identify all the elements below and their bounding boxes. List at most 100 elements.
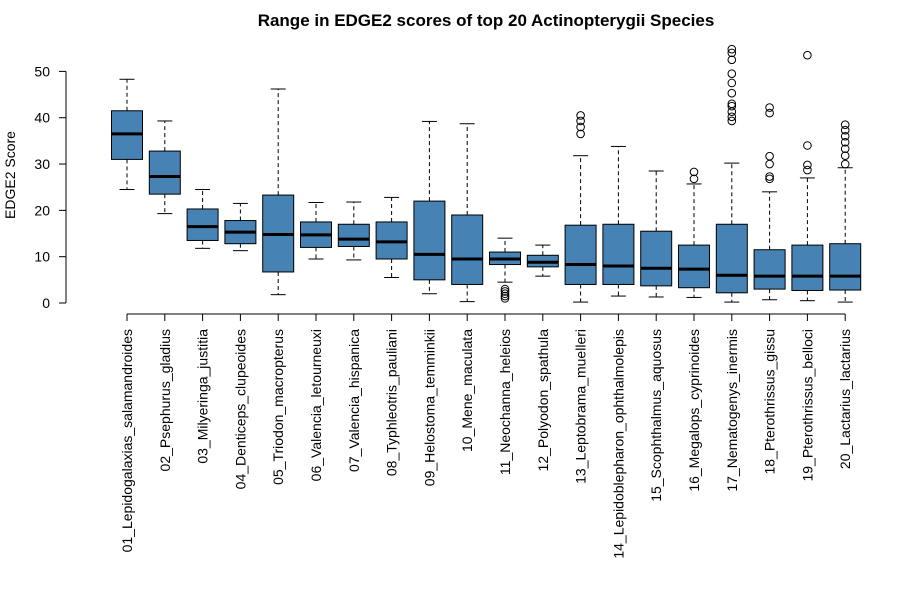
iqr-box [791, 244, 824, 291]
outlier-point [576, 122, 585, 132]
x-tick-label: 13_Leptobrama_muelleri [573, 329, 589, 484]
outlier-point [727, 48, 737, 58]
iqr-box [829, 243, 862, 291]
box-group [489, 237, 521, 303]
chart-title: Range in EDGE2 scores of top 20 Actinopt… [258, 11, 715, 30]
iqr-box [640, 230, 673, 287]
box-group [678, 167, 710, 298]
outlier-point [765, 151, 774, 161]
x-tick-label: 01_Lepidogalaxias_salamandroides [119, 329, 135, 552]
outlier-point [576, 116, 585, 126]
box-group [753, 103, 786, 301]
outlier-point [500, 284, 510, 294]
box-group [791, 50, 824, 302]
outlier-point [689, 167, 699, 177]
box-group [451, 123, 484, 303]
x-tick-label: 16_Megalops_cyprinoides [686, 329, 702, 492]
outlier-point [803, 160, 812, 170]
iqr-box [186, 208, 219, 241]
box-group [300, 201, 332, 260]
x-tick-label: 09_Helostoma_temminkii [421, 329, 437, 486]
x-tick-label: 14_Lepidoblepharon_ophthalmolepis [610, 329, 626, 559]
x-tick-label: 15_Scophthalmus_aquosus [648, 329, 664, 502]
box-group [640, 170, 673, 298]
x-axis: 01_Lepidogalaxias_salamandroides 02_Pseph… [119, 313, 853, 559]
iqr-box [451, 214, 484, 285]
outlier-point [689, 174, 699, 184]
outlier-point [840, 151, 850, 161]
y-tick-label: 0 [42, 295, 50, 311]
outlier-point [576, 111, 585, 120]
iqr-box [564, 224, 597, 285]
outlier-point [765, 174, 774, 184]
y-tick-label: 30 [34, 156, 50, 172]
box-group [375, 196, 408, 279]
outlier-point [765, 103, 774, 112]
outlier-point [840, 137, 850, 147]
outlier-point [727, 101, 737, 111]
outlier-point [840, 159, 850, 169]
box-group [186, 189, 219, 249]
iqr-box [678, 244, 710, 289]
outlier-point [727, 69, 737, 79]
box-group [262, 88, 295, 296]
y-axis-label: EDGE2 Score [2, 131, 18, 219]
x-tick-label: 10_Mene_maculata [459, 329, 475, 452]
box-group [526, 244, 559, 277]
y-tick-label: 20 [34, 202, 50, 218]
box-group [337, 201, 370, 261]
box-group [564, 111, 597, 303]
iqr-box [413, 200, 446, 281]
outlier-point [765, 172, 774, 181]
x-tick-label: 04_Denticeps_clupeoides [232, 329, 248, 489]
outlier-point [727, 55, 737, 65]
outlier-point [840, 131, 850, 141]
iqr-box [337, 223, 370, 247]
outlier-point [840, 125, 850, 135]
box-group [224, 202, 257, 252]
box-group [111, 78, 143, 191]
outlier-point [765, 159, 774, 169]
y-tick-label: 50 [34, 63, 50, 79]
x-tick-label: 17_Nematogenys_inermis [724, 329, 740, 492]
iqr-box [715, 223, 748, 294]
box-group [602, 145, 635, 297]
x-tick-label: 12_Polyodon_spathula [535, 329, 551, 472]
x-tick-label: 11_Neochanna_heleios [497, 329, 513, 475]
box-group [715, 44, 748, 303]
outlier-point [500, 287, 510, 296]
plot-area [111, 44, 862, 303]
y-axis: 0 10 20 30 40 50 [34, 63, 67, 311]
y-tick-label: 40 [34, 110, 50, 126]
outlier-point [765, 108, 774, 118]
x-tick-label: 19_Pterothrissus_belloci [799, 329, 815, 482]
outlier-point [803, 50, 812, 60]
outlier-point [727, 88, 737, 98]
outlier-point [727, 112, 737, 122]
x-tick-label: 18_Pterothrissus_gissu [762, 329, 778, 475]
iqr-box [602, 223, 635, 285]
box-group [148, 120, 181, 215]
x-tick-label: 02_Psephurus_gladius [157, 329, 173, 471]
x-tick-label: 05_Triodon_macropterus [270, 329, 286, 485]
x-tick-label: 07_Valencia_hispanica [346, 329, 362, 472]
x-tick-label: 03_Milyeringa_justitia [195, 329, 211, 464]
x-tick-label: 20_Lactarius_lactarius [837, 329, 853, 469]
outlier-point [727, 116, 737, 126]
outlier-point [840, 144, 850, 154]
outlier-point [803, 141, 812, 150]
outlier-point [500, 294, 510, 303]
x-tick-label: 06_Valencia_letourneuxi [308, 329, 324, 481]
x-tick-label: 08_Typhleotris_pauliani [384, 329, 400, 476]
iqr-box [148, 150, 181, 195]
outlier-point [500, 289, 510, 299]
outlier-point [840, 120, 850, 129]
outlier-point [727, 78, 737, 88]
y-tick-label: 10 [34, 249, 50, 265]
iqr-box [753, 249, 786, 290]
outlier-point [576, 129, 585, 139]
outlier-point [803, 165, 812, 175]
outlier-point [727, 44, 737, 54]
outlier-point [500, 291, 510, 301]
